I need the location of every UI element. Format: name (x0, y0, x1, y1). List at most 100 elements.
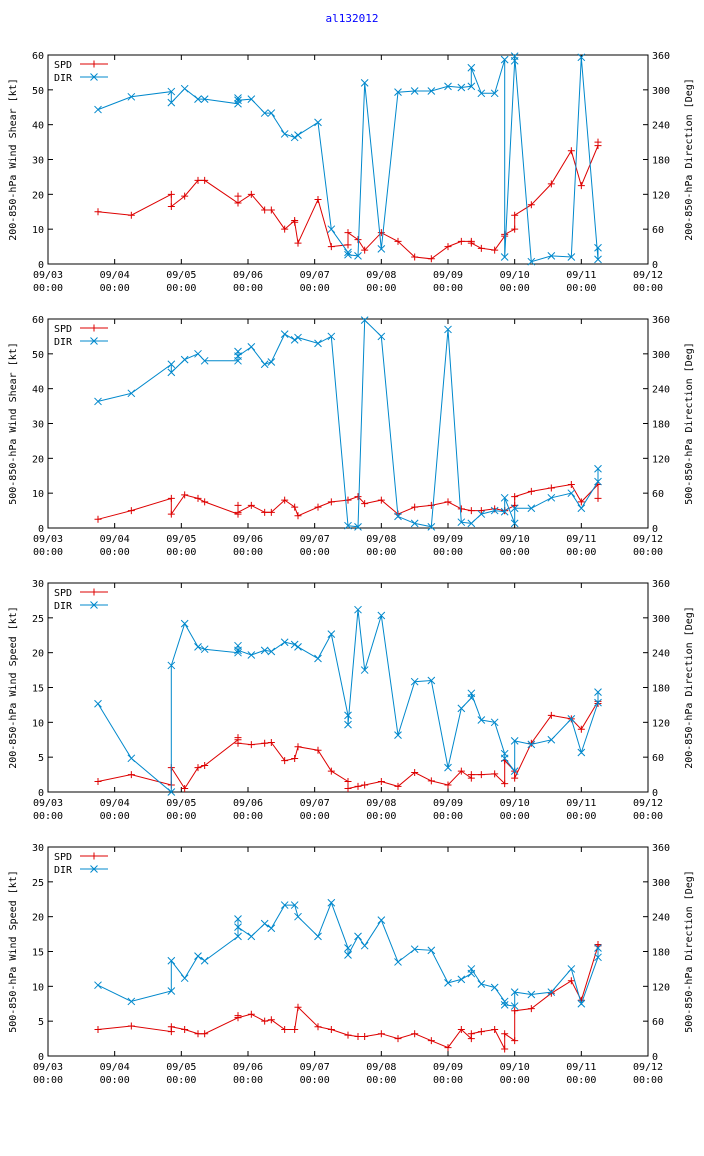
panel-3-spd-point (527, 739, 535, 747)
panel-4-dir-point (490, 983, 499, 992)
panel-3-xtick-date: 09/06 (233, 798, 263, 809)
panel-4-spd-point (511, 1007, 519, 1015)
panel-4-ytick-label: 0 (38, 1052, 44, 1063)
panel-1-dir-point (567, 253, 576, 261)
panel-4-spd-point (181, 1026, 189, 1034)
panel-1-spd-point (511, 225, 519, 233)
panel-1-spd-point (377, 229, 385, 237)
panel-4-xtick-time: 00:00 (566, 1075, 596, 1086)
panel-4-spd-point (467, 1030, 475, 1038)
panel-3-spd-point (361, 781, 369, 789)
panel-1-legend-spd-marker (90, 60, 98, 68)
panel-4-dir-point (527, 990, 536, 999)
panel-4-spd-point (501, 1030, 509, 1038)
panel-1-dir-point (577, 53, 586, 62)
panel-3-spd-point (344, 785, 352, 793)
panel-2-dir-point (314, 339, 322, 348)
panel-1-dir-point (260, 109, 269, 117)
panel-1-dir-point (344, 248, 352, 257)
panel-4-xtick-time: 00:00 (33, 1075, 63, 1086)
panel-1-xtick-date: 09/05 (166, 270, 196, 281)
panel-1-dir-point (167, 98, 176, 107)
panel-1-spd-point (577, 182, 585, 190)
panel-1-dir-point (290, 133, 299, 142)
panel-2-legend-spd-marker (90, 324, 98, 332)
panel-1-xtick-time: 00:00 (100, 283, 130, 294)
panel-1-ytick-label: 0 (38, 260, 44, 271)
panel-4-spd-point (247, 1010, 255, 1018)
panel-3-dir-point (490, 718, 499, 727)
panel-4-spd-point (167, 1023, 175, 1031)
panel-4-xtick-date: 09/12 (633, 1062, 663, 1073)
panel-1-spd-point (547, 180, 555, 188)
panel-4-xtick-time: 00:00 (633, 1075, 663, 1086)
panel-1-dir-point (200, 95, 209, 103)
panel-3-dir-point (327, 630, 336, 638)
panel-3-y2tick-label: 180 (652, 684, 670, 695)
panel-2-legend-spd-label: SPD (54, 324, 72, 335)
panel-1-spd-point (127, 211, 135, 219)
panel-3-dir-point (444, 763, 452, 772)
panel-1-xtick-date: 09/09 (433, 270, 463, 281)
panel-3-dir-point (344, 720, 352, 729)
panel-1-legend-dir-marker (90, 73, 98, 81)
panel-4-dir-point (234, 923, 242, 931)
panel-3-xtick-date: 09/09 (433, 798, 463, 809)
panel-1-spd-point (267, 206, 275, 214)
panel-1-dir-point (194, 95, 202, 103)
panel-2-spd-point (261, 508, 269, 516)
panel-4-dir-line (97, 901, 599, 1007)
panel-2-dir-point (467, 519, 476, 528)
panel-2-dir-point (547, 493, 556, 502)
panel-4-dir-point (594, 953, 602, 962)
panel-2-ytick-label: 30 (32, 420, 44, 431)
panel-1-xtick-date: 09/06 (233, 270, 263, 281)
panel-2-xtick-date: 09/10 (500, 534, 530, 545)
panel-2-dir-point (200, 356, 209, 365)
panel-3-spd-point (194, 764, 202, 772)
panel-3-xtick-date: 09/05 (166, 798, 196, 809)
panel-1-spd-point (427, 255, 435, 263)
panel-2-dir-point (344, 521, 352, 530)
panel-4-dir-point (200, 956, 209, 965)
panel-1-xtick-date: 09/07 (300, 270, 330, 281)
panel-4-xtick-date: 09/04 (100, 1062, 130, 1073)
panel-1-spd-point (194, 176, 202, 184)
panel-2-xtick-date: 09/07 (300, 534, 330, 545)
panel-2-ytick-label: 50 (32, 350, 44, 361)
panel-3-spd-point (377, 778, 385, 786)
panel-1-dir-point (180, 84, 189, 93)
panel-3-spd-point (444, 781, 452, 789)
panel-4-spd-point (261, 1017, 269, 1025)
panel-1-dir-point (594, 255, 602, 264)
panel-2-xtick-time: 00:00 (100, 547, 130, 558)
panel-3-spd-point (201, 762, 209, 770)
panel-4-dir-point (127, 997, 136, 1006)
panel-3-dir-point (290, 640, 299, 649)
panel-4-dir-point (280, 901, 289, 909)
panel-3-dir-point (427, 676, 436, 685)
panel-1-y2tick-label: 300 (652, 86, 670, 97)
panel-3-spd-point (511, 774, 519, 782)
panel-1-spd-point (281, 225, 289, 233)
panel-4-spd-point (267, 1016, 275, 1024)
panel-1-dir-point (500, 253, 509, 261)
panel-1-spd-point (457, 237, 465, 245)
panel-3-xtick-time: 00:00 (366, 811, 396, 822)
panel-4-dir-point (577, 999, 586, 1008)
panel-4-dir-point (180, 974, 189, 983)
panel-1-xtick-date: 09/10 (500, 270, 530, 281)
panel-1-y2tick-label: 360 (652, 51, 670, 62)
panel-3-dir-point (467, 689, 476, 698)
panel-4-spd-point (201, 1030, 209, 1038)
panel-2-xtick-date: 09/05 (166, 534, 196, 545)
panel-4-legend-dir-label: DIR (54, 865, 73, 876)
panel-4-y2tick-label: 240 (652, 913, 670, 924)
panel-3-legend-spd-marker (90, 588, 98, 596)
panel-4-xtick-date: 09/11 (566, 1062, 596, 1073)
panel-3-spd-point (491, 770, 499, 778)
panel-4-spd-point (547, 989, 555, 997)
panel-3-spd-point (467, 771, 475, 779)
panel-4-y2tick-label: 360 (652, 843, 670, 854)
panel-4-y2tick-label: 300 (652, 878, 670, 889)
